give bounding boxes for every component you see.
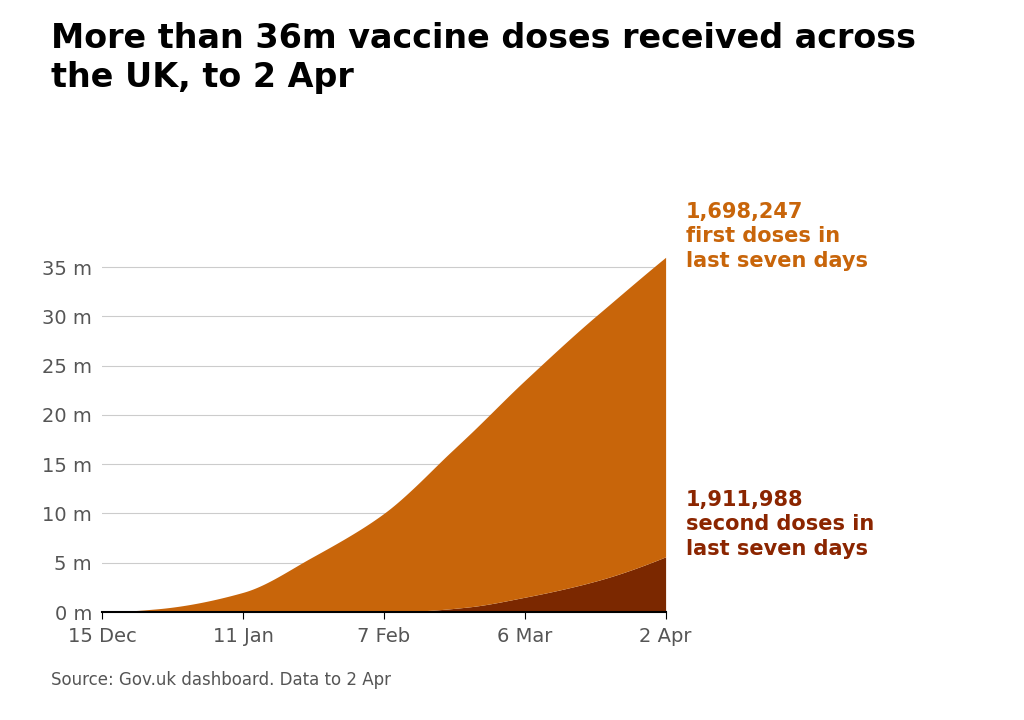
Text: B: B — [887, 678, 900, 696]
Text: More than 36m vaccine doses received across
the UK, to 2 Apr: More than 36m vaccine doses received acr… — [51, 22, 916, 94]
Text: B: B — [836, 678, 849, 696]
Text: 1,698,247
first doses in
last seven days: 1,698,247 first doses in last seven days — [686, 202, 868, 271]
Text: Source: Gov.uk dashboard. Data to 2 Apr: Source: Gov.uk dashboard. Data to 2 Apr — [51, 671, 391, 690]
Text: 1,911,988
second doses in
last seven days: 1,911,988 second doses in last seven day… — [686, 490, 874, 559]
Text: C: C — [938, 678, 951, 696]
